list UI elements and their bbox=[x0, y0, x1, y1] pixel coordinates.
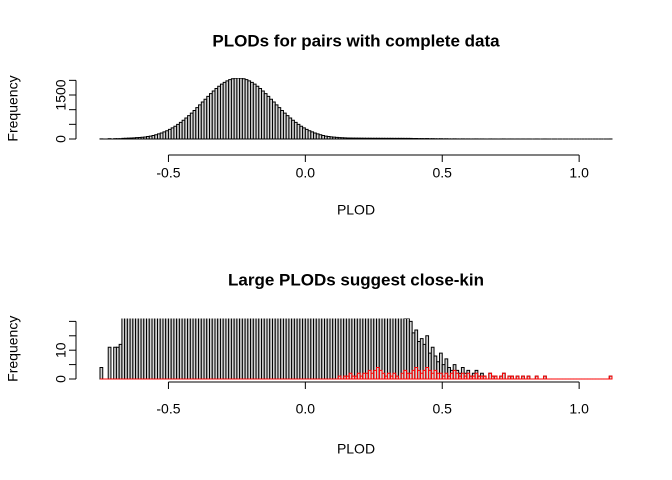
bar bbox=[274, 104, 279, 140]
bar bbox=[99, 366, 104, 380]
bar bbox=[258, 88, 263, 140]
bar bbox=[367, 369, 372, 380]
x-tick-label: -0.5 bbox=[156, 165, 180, 181]
bar bbox=[474, 372, 479, 380]
bar bbox=[277, 107, 282, 140]
bar bbox=[493, 375, 498, 380]
bar bbox=[269, 98, 273, 140]
bar bbox=[293, 121, 298, 140]
bar bbox=[510, 375, 514, 380]
bar bbox=[515, 375, 520, 380]
bar bbox=[313, 132, 317, 140]
y-tick-label: 0 bbox=[53, 375, 69, 383]
bar bbox=[261, 90, 265, 140]
x-tick-label: -0.5 bbox=[156, 401, 180, 417]
bar bbox=[236, 78, 241, 140]
bar bbox=[482, 375, 487, 380]
y-axis-label: Frequency bbox=[5, 75, 21, 141]
bar bbox=[241, 78, 246, 140]
bar bbox=[488, 372, 493, 380]
y-tick-label: 10 bbox=[53, 342, 69, 358]
bar bbox=[282, 112, 287, 140]
bar bbox=[285, 115, 290, 140]
bar bbox=[299, 125, 304, 140]
bar bbox=[433, 369, 438, 380]
y-axis-label: Frequency bbox=[5, 316, 21, 382]
bar bbox=[439, 372, 443, 380]
x-axis-label: PLOD bbox=[337, 441, 375, 457]
bar bbox=[414, 366, 419, 380]
bar bbox=[444, 372, 449, 380]
x-tick-label: 0.5 bbox=[433, 401, 453, 417]
bar bbox=[263, 93, 268, 140]
bar bbox=[321, 134, 326, 140]
bar bbox=[307, 130, 312, 140]
chart-title: PLODs for pairs with complete data bbox=[212, 31, 500, 50]
bar bbox=[255, 85, 260, 140]
bar bbox=[403, 369, 408, 380]
bar bbox=[310, 131, 315, 140]
chart-title: Large PLODs suggest close-kin bbox=[228, 270, 484, 289]
bar bbox=[356, 372, 361, 380]
bar bbox=[378, 369, 383, 380]
bar-group bbox=[99, 78, 613, 140]
x-axis-label: PLOD bbox=[337, 202, 375, 218]
bar bbox=[318, 134, 323, 140]
bar bbox=[455, 372, 460, 380]
bar bbox=[296, 123, 301, 140]
bar bbox=[348, 372, 353, 380]
bar bbox=[428, 369, 432, 380]
bar bbox=[534, 375, 539, 380]
x-tick-label: 0.5 bbox=[433, 165, 453, 181]
bar bbox=[417, 369, 421, 380]
bar bbox=[466, 372, 471, 380]
bar bbox=[381, 372, 386, 380]
bar bbox=[395, 375, 399, 380]
bar bbox=[543, 375, 547, 380]
bar-group bbox=[100, 366, 613, 380]
y-tick-label: 0 bbox=[53, 135, 69, 143]
bar bbox=[315, 133, 320, 140]
bar-group bbox=[99, 318, 613, 380]
bar bbox=[288, 117, 293, 140]
bar bbox=[337, 375, 342, 380]
bar bbox=[271, 101, 276, 140]
bar bbox=[608, 375, 613, 380]
bar bbox=[252, 83, 257, 140]
bar bbox=[239, 78, 243, 140]
bar bbox=[392, 372, 397, 380]
bar bbox=[376, 366, 380, 380]
bar bbox=[521, 375, 525, 380]
y-tick-label: 1500 bbox=[53, 79, 69, 110]
bar bbox=[244, 79, 249, 140]
bar bbox=[386, 372, 391, 380]
bar bbox=[280, 109, 284, 140]
bar bbox=[526, 375, 531, 380]
bar bbox=[250, 81, 254, 140]
x-tick-label: 1.0 bbox=[569, 401, 589, 417]
bar bbox=[452, 369, 457, 380]
bar bbox=[266, 95, 271, 140]
bar bbox=[107, 346, 112, 380]
x-tick-label: 1.0 bbox=[569, 165, 589, 181]
bar bbox=[302, 127, 306, 140]
bar bbox=[304, 128, 309, 140]
bar bbox=[460, 372, 465, 380]
x-tick-label: 0.0 bbox=[296, 401, 316, 417]
bar bbox=[425, 366, 430, 380]
bar bbox=[501, 372, 506, 380]
x-tick-label: 0.0 bbox=[296, 165, 316, 181]
bar bbox=[291, 119, 295, 140]
bar bbox=[247, 80, 252, 140]
